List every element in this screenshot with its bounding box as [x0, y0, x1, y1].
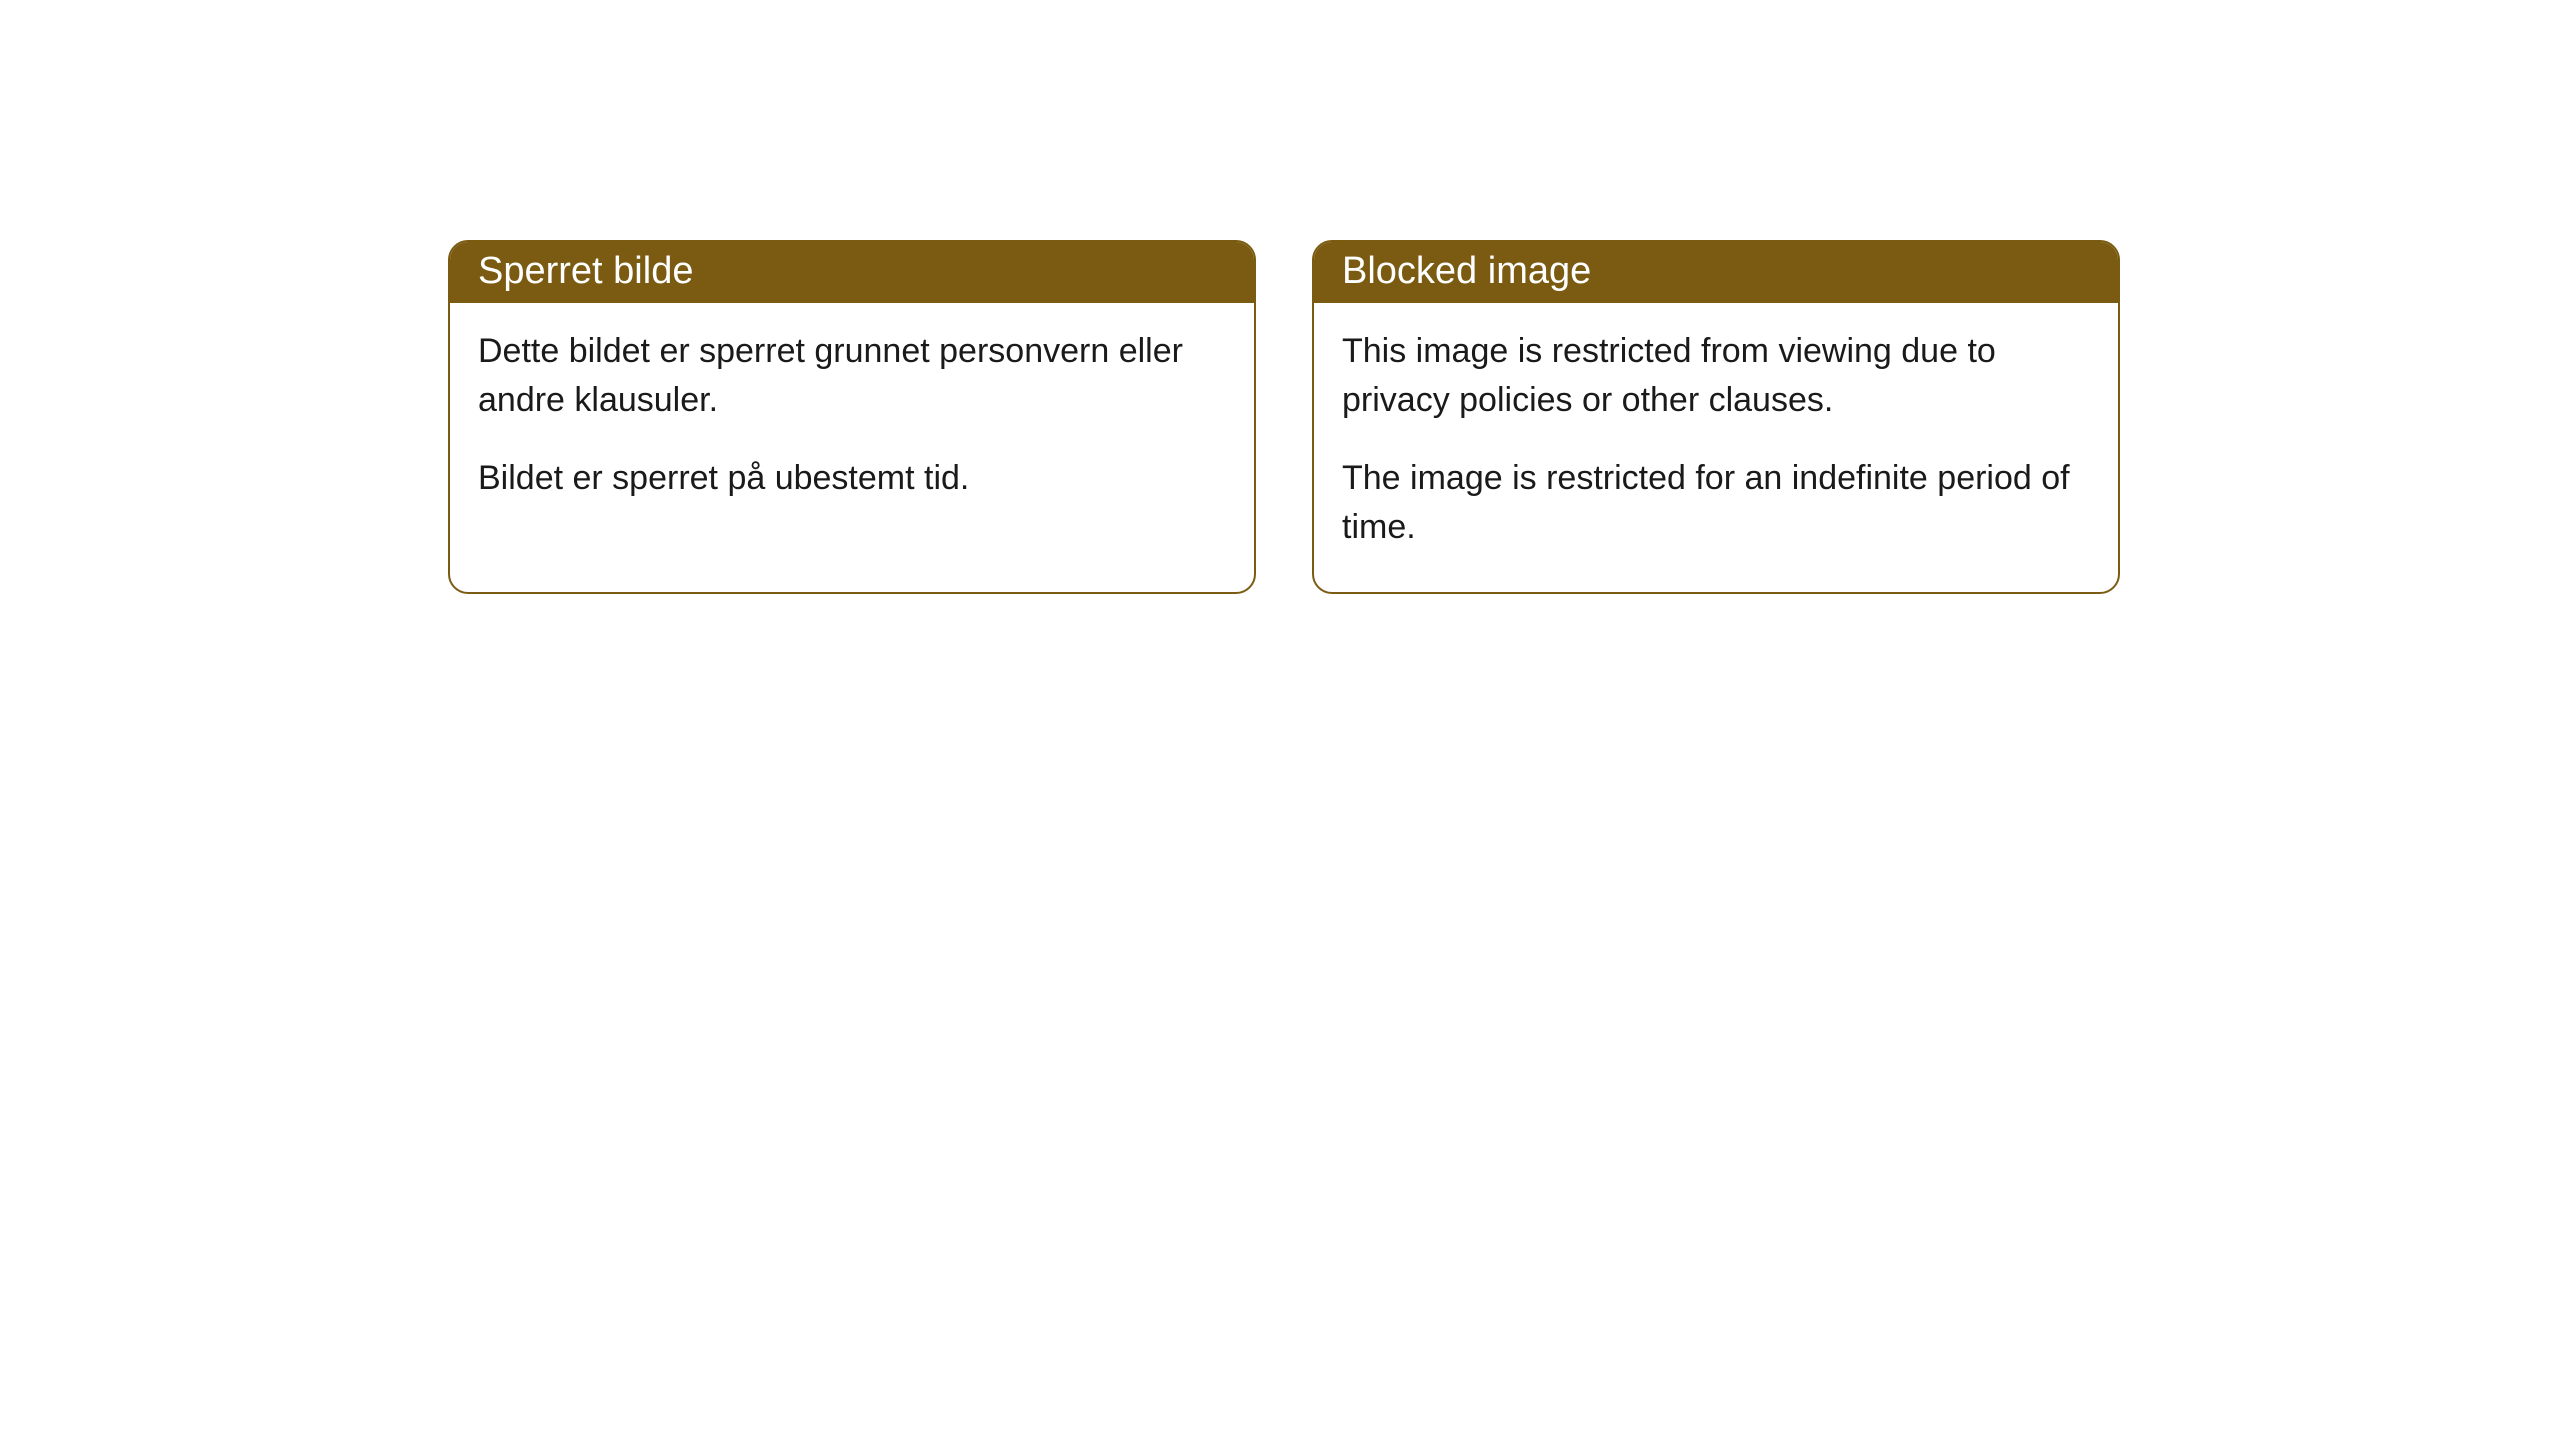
notice-cards-container: Sperret bilde Dette bildet er sperret gr… — [448, 240, 2120, 594]
card-body: Dette bildet er sperret grunnet personve… — [450, 303, 1254, 543]
card-title: Blocked image — [1342, 250, 1591, 292]
card-paragraph-2: Bildet er sperret på ubestemt tid. — [478, 454, 1226, 503]
notice-card-norwegian: Sperret bilde Dette bildet er sperret gr… — [448, 240, 1256, 594]
card-paragraph-1: Dette bildet er sperret grunnet personve… — [478, 327, 1226, 426]
card-paragraph-2: The image is restricted for an indefinit… — [1342, 454, 2090, 553]
notice-card-english: Blocked image This image is restricted f… — [1312, 240, 2120, 594]
card-paragraph-1: This image is restricted from viewing du… — [1342, 327, 2090, 426]
card-header: Blocked image — [1314, 242, 2118, 303]
card-header: Sperret bilde — [450, 242, 1254, 303]
card-body: This image is restricted from viewing du… — [1314, 303, 2118, 592]
card-title: Sperret bilde — [478, 250, 693, 292]
